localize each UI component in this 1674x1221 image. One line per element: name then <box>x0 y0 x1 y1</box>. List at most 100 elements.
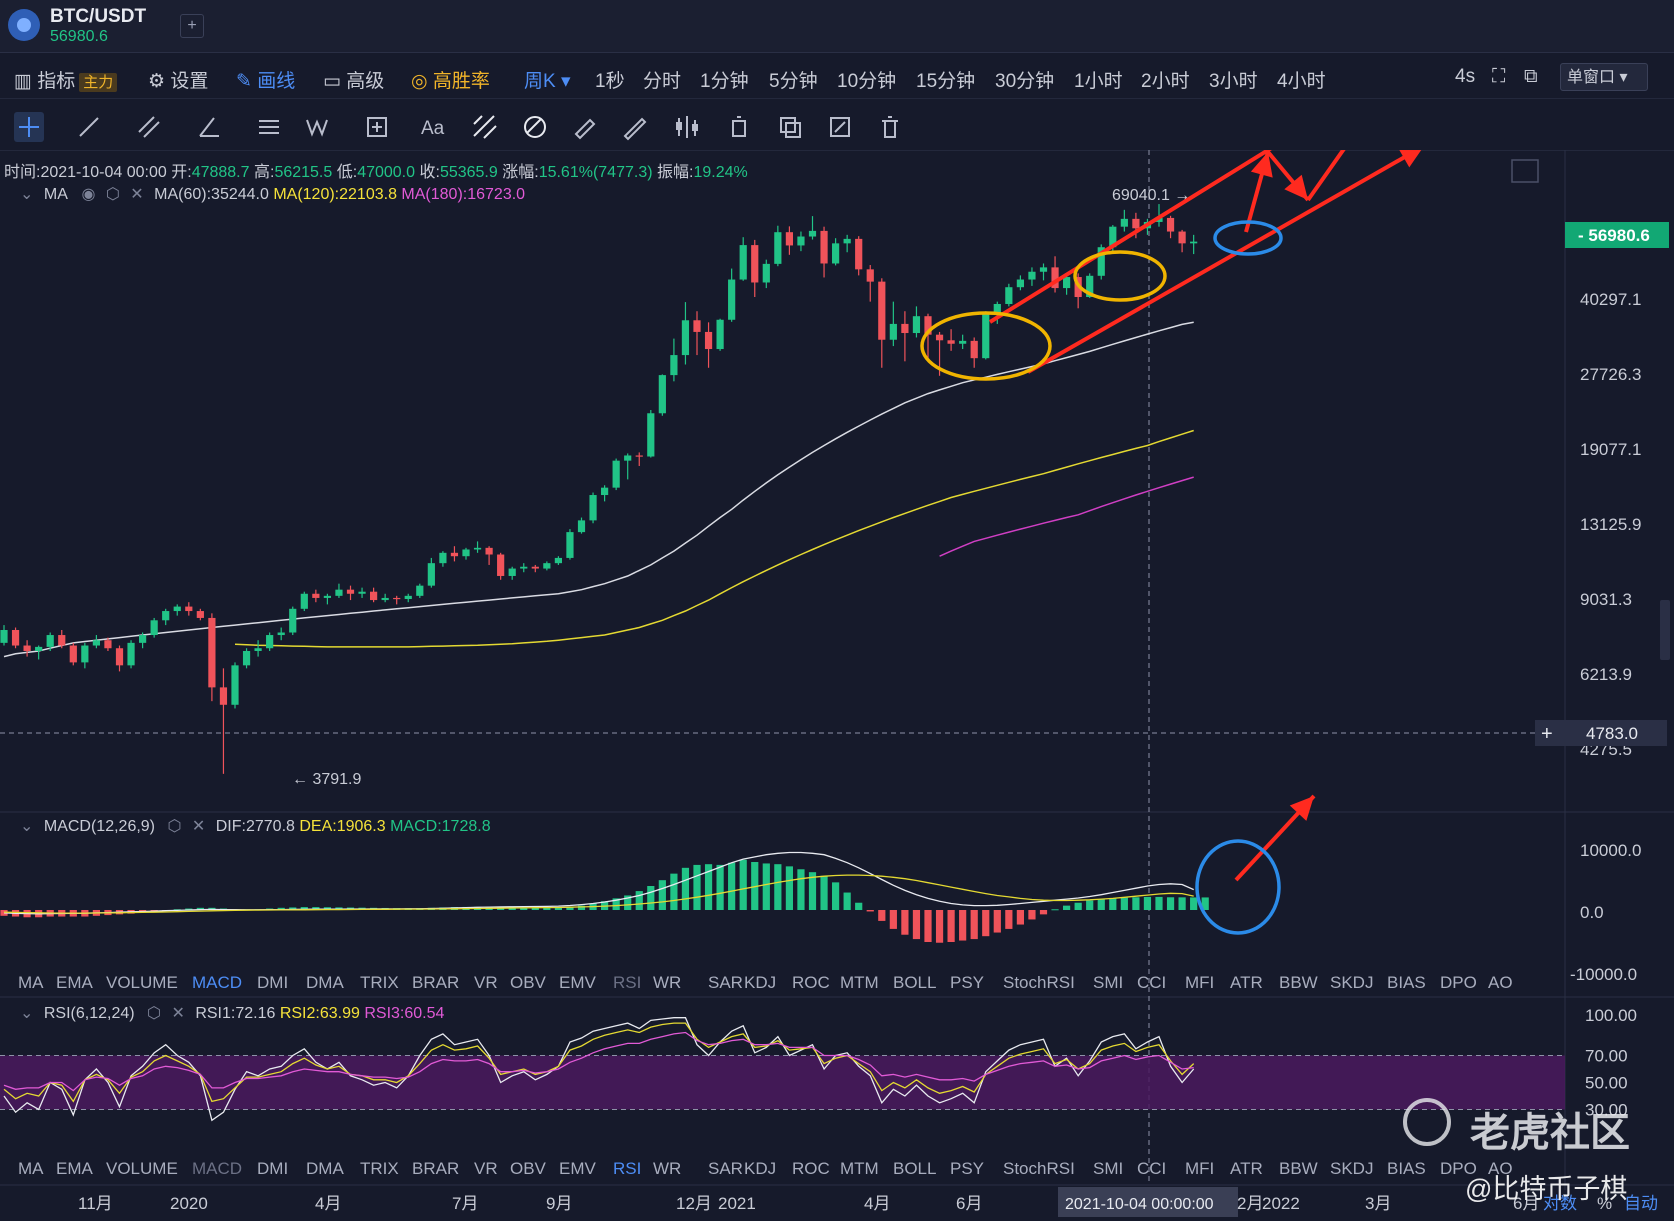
add-tab-button[interactable]: + <box>180 14 204 38</box>
collapse-chevron-icon[interactable]: ⌄ <box>20 186 34 203</box>
indicator-tab-brar[interactable]: BRAR <box>412 973 460 992</box>
ruler-icon[interactable] <box>570 112 600 142</box>
indicator-tab-skdj[interactable]: SKDJ <box>1330 1159 1374 1178</box>
indicator-tab-wr[interactable]: WR <box>653 1159 682 1178</box>
popout-icon[interactable]: ⧉ <box>1524 66 1538 87</box>
parallel-channel-icon[interactable] <box>134 112 164 142</box>
indicator-tab-ao[interactable]: AO <box>1488 1159 1513 1178</box>
indicator-tab-kdj[interactable]: KDJ <box>744 1159 777 1178</box>
indicator-tab-dmi[interactable]: DMI <box>257 973 289 992</box>
indicator-tab-ema[interactable]: EMA <box>56 973 93 992</box>
edit-icon[interactable] <box>825 112 855 142</box>
wave-icon[interactable] <box>304 112 334 142</box>
indicator-tab-ma[interactable]: MA <box>18 973 44 992</box>
indicator-tab-dma[interactable]: DMA <box>306 973 344 992</box>
trend-line-icon[interactable] <box>74 112 104 142</box>
indicator-tab-bias[interactable]: BIAS <box>1387 973 1426 992</box>
copy-icon[interactable] <box>775 112 805 142</box>
pair-title[interactable]: BTC/USDT <box>50 6 147 27</box>
period-10m[interactable]: 10分钟 <box>837 71 897 92</box>
indicator-tab-emv[interactable]: EMV <box>559 1159 596 1178</box>
indicator-tab-dpo[interactable]: DPO <box>1440 973 1477 992</box>
candles-icon[interactable] <box>672 112 702 142</box>
horizontal-lines-icon[interactable] <box>254 112 284 142</box>
ring-icon[interactable] <box>520 112 550 142</box>
eye-icon[interactable]: ◉ <box>81 186 96 203</box>
settings-icon[interactable]: ⬡ <box>147 1005 161 1022</box>
indicator-tab-smi[interactable]: SMI <box>1093 1159 1124 1178</box>
indicator-tab-dpo[interactable]: DPO <box>1440 1159 1477 1178</box>
close-icon[interactable]: ✕ <box>130 186 144 203</box>
indicator-tab-mtm[interactable]: MTM <box>840 973 879 992</box>
delete-single-icon[interactable] <box>724 112 754 142</box>
indicator-tab-trix[interactable]: TRIX <box>360 1159 399 1178</box>
indicator-tab-sar[interactable]: SAR <box>708 973 743 992</box>
indicator-tab-stochrsi[interactable]: StochRSI <box>1003 973 1075 992</box>
fullscreen-icon[interactable]: ⛶ <box>1492 66 1506 87</box>
indicator-tab-skdj[interactable]: SKDJ <box>1330 973 1374 992</box>
period-select[interactable]: 周K ▾ <box>524 66 571 93</box>
angle-icon[interactable] <box>194 112 224 142</box>
indicator-tab-emv[interactable]: EMV <box>559 973 596 992</box>
indicator-tab-wr[interactable]: WR <box>653 973 682 992</box>
crosshair-icon[interactable] <box>14 112 44 142</box>
indicator-tab-cci[interactable]: CCI <box>1137 1159 1167 1178</box>
indicator-tab-stochrsi[interactable]: StochRSI <box>1003 1159 1075 1178</box>
indicator-tab-volume[interactable]: VOLUME <box>106 973 178 992</box>
close-icon[interactable]: ✕ <box>191 818 206 835</box>
advanced-button[interactable]: ▭ 高级 <box>323 66 384 93</box>
draw-button[interactable]: ✎ 画线 <box>236 66 295 93</box>
period-3h[interactable]: 3小时 <box>1209 71 1258 92</box>
collapse-chevron-icon[interactable]: ⌄ <box>20 1005 34 1022</box>
indicator-tab-kdj[interactable]: KDJ <box>744 973 777 992</box>
refresh-interval[interactable]: 4s <box>1455 66 1476 87</box>
indicator-tab-volume[interactable]: VOLUME <box>106 1159 178 1178</box>
indicator-tab-macd[interactable]: MACD <box>192 1159 243 1178</box>
period-1h[interactable]: 1小时 <box>1074 71 1123 92</box>
period-2h[interactable]: 2小时 <box>1141 71 1190 92</box>
period-5m[interactable]: 5分钟 <box>769 71 818 92</box>
indicator-tab-obv[interactable]: OBV <box>510 1159 546 1178</box>
indicator-tab-mtm[interactable]: MTM <box>840 1159 879 1178</box>
indicator-tab-boll[interactable]: BOLL <box>893 973 937 992</box>
close-icon[interactable]: ✕ <box>171 1005 185 1022</box>
indicator-tab-macd[interactable]: MACD <box>192 973 243 992</box>
settings-icon[interactable]: ⬡ <box>105 186 120 203</box>
indicator-tab-mfi[interactable]: MFI <box>1185 973 1215 992</box>
period-timeline[interactable]: 分时 <box>643 71 682 92</box>
period-15m[interactable]: 15分钟 <box>916 71 976 92</box>
period-30m[interactable]: 30分钟 <box>995 71 1055 92</box>
chart-canvas[interactable]: 40297.1 27726.3 19077.1 13125.9 9031.3 6213.9… <box>0 150 1674 1221</box>
indicator-tab-atr[interactable]: ATR <box>1230 1159 1263 1178</box>
indicator-tab-bias[interactable]: BIAS <box>1387 1159 1426 1178</box>
indicator-tab-obv[interactable]: OBV <box>510 973 546 992</box>
indicator-tab-psy[interactable]: PSY <box>950 973 985 992</box>
indicator-button[interactable]: ▥ 指标 主力 <box>14 66 118 93</box>
win-rate-button[interactable]: ◎ 高胜率 <box>411 66 490 93</box>
indicator-tab-dmi[interactable]: DMI <box>257 1159 289 1178</box>
indicator-tab-mfi[interactable]: MFI <box>1185 1159 1215 1178</box>
period-1s[interactable]: 1秒 <box>595 71 625 92</box>
indicator-tab-cci[interactable]: CCI <box>1137 973 1167 992</box>
indicator-tab-vr[interactable]: VR <box>474 973 498 992</box>
indicator-tab-atr[interactable]: ATR <box>1230 973 1263 992</box>
indicator-tab-bbw[interactable]: BBW <box>1279 973 1318 992</box>
indicator-tab-boll[interactable]: BOLL <box>893 1159 937 1178</box>
indicator-tab-vr[interactable]: VR <box>474 1159 498 1178</box>
indicator-tab-ma[interactable]: MA <box>18 1159 44 1178</box>
trash-icon[interactable] <box>875 112 905 142</box>
fib-icon[interactable] <box>470 112 500 142</box>
period-4h[interactable]: 4小时 <box>1277 71 1326 92</box>
indicator-tab-rsi[interactable]: RSI <box>613 1159 642 1178</box>
brush-icon[interactable] <box>620 112 650 142</box>
indicator-tab-ema[interactable]: EMA <box>56 1159 93 1178</box>
rectangle-icon[interactable] <box>362 112 392 142</box>
indicator-tab-smi[interactable]: SMI <box>1093 973 1124 992</box>
indicator-tab-roc[interactable]: ROC <box>792 973 830 992</box>
text-icon[interactable]: Aa <box>418 112 448 142</box>
indicator-tab-ao[interactable]: AO <box>1488 973 1513 992</box>
indicator-tab-rsi[interactable]: RSI <box>613 973 642 992</box>
indicator-tab-trix[interactable]: TRIX <box>360 973 399 992</box>
settings-icon[interactable]: ⬡ <box>167 818 182 835</box>
indicator-tab-sar[interactable]: SAR <box>708 1159 743 1178</box>
